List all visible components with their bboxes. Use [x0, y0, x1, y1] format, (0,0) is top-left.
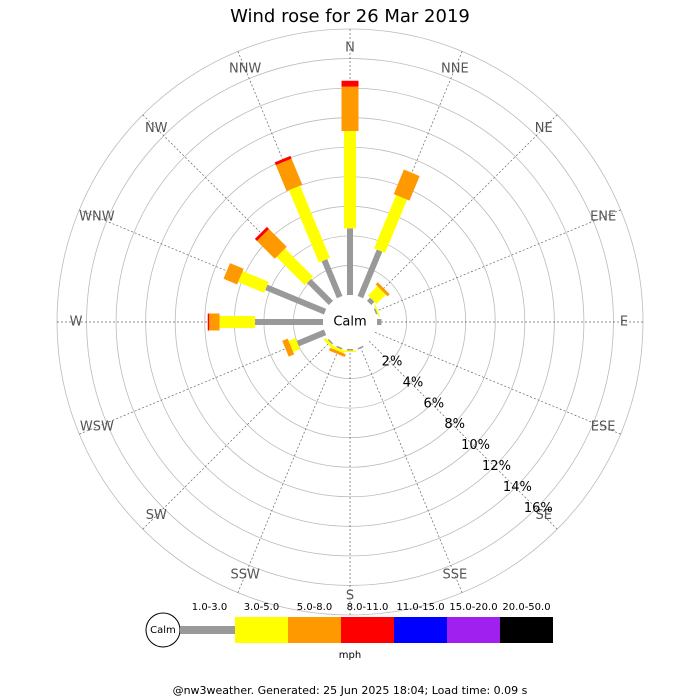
ring-label: 14% [503, 480, 532, 495]
rose-segment [238, 271, 269, 293]
rose-segment [327, 338, 334, 345]
direction-label: WNW [79, 210, 115, 225]
ring-label: 4% [403, 375, 424, 390]
direction-label: ESE [591, 419, 616, 434]
direction-label: E [620, 315, 628, 330]
rose-segment [254, 226, 269, 241]
spoke [368, 114, 558, 304]
legend-units: mph [339, 650, 361, 661]
direction-label: WSW [80, 419, 114, 434]
footer: @nw3weather. Generated: 25 Jun 2025 18:0… [173, 684, 528, 697]
rose-segment [275, 158, 303, 192]
legend-label: 20.0-50.0 [502, 602, 550, 613]
legend-swatch [394, 617, 447, 643]
spoke [79, 332, 326, 435]
spoke [374, 209, 621, 312]
ring-label: 12% [482, 459, 511, 474]
rose-segment [282, 338, 295, 357]
rose-segment [357, 345, 364, 350]
spoke [368, 340, 558, 530]
direction-label: W [70, 315, 83, 330]
rose-segment [265, 284, 327, 315]
legend-calm-label: Calm [150, 625, 176, 636]
direction-label: ENE [590, 210, 616, 225]
direction-label: S [346, 589, 354, 604]
spoke [237, 346, 340, 593]
legend-swatch [447, 617, 500, 643]
direction-label: N [345, 41, 355, 56]
legend-swatch [180, 626, 235, 634]
rose-segment [393, 169, 420, 201]
legend-label: 8.0-11.0 [347, 602, 389, 613]
rose-segment [366, 297, 375, 306]
ring-label: 16% [524, 501, 553, 516]
legend-swatch [500, 617, 553, 643]
legend-label: 3.0-5.0 [244, 602, 279, 613]
direction-label: NNE [441, 61, 469, 76]
legend-swatch [235, 617, 288, 643]
direction-label: NW [145, 121, 168, 136]
rose-segment [306, 278, 334, 306]
direction-label: SE [536, 508, 552, 523]
rose-segment [323, 337, 335, 349]
rose-segment [357, 249, 383, 299]
rose-segment [374, 304, 380, 317]
calm-circle [324, 296, 376, 348]
direction-label: SW [146, 508, 167, 523]
rose-segment [223, 263, 244, 285]
calm-label: Calm [333, 315, 366, 330]
legend-swatch [288, 617, 341, 643]
spoke [360, 346, 463, 593]
rose-segment [375, 282, 390, 297]
ring-label: 8% [444, 417, 465, 432]
direction-label: SSE [442, 568, 467, 583]
rose-segment [328, 347, 346, 358]
rose-segment [288, 338, 301, 353]
ring-label: 10% [461, 438, 490, 453]
legend-label: 15.0-20.0 [449, 602, 497, 613]
rose-segment [274, 155, 292, 166]
rose-segment [367, 286, 386, 305]
rose-segment [336, 345, 343, 350]
rose-segment [321, 259, 343, 299]
rose-segment [256, 228, 287, 259]
direction-label: SSW [230, 568, 260, 583]
legend-label: 5.0-8.0 [297, 602, 332, 613]
rose-segment [332, 346, 345, 354]
spoke [142, 340, 332, 530]
legend-label: 11.0-15.0 [396, 602, 444, 613]
rose-segment [296, 329, 327, 347]
chart-title: Wind rose for 26 Mar 2019 [230, 6, 470, 27]
legend-label: 1.0-3.0 [192, 602, 227, 613]
rose-segment [373, 308, 378, 315]
rose-segment [288, 185, 330, 263]
ring-label: 2% [382, 354, 403, 369]
direction-label: NE [535, 121, 553, 136]
rose-segment [276, 248, 314, 286]
spoke [374, 332, 621, 435]
legend-swatch [341, 617, 394, 643]
rose-segment [374, 195, 408, 253]
ring-label: 6% [423, 396, 444, 411]
direction-label: NNW [229, 61, 261, 76]
